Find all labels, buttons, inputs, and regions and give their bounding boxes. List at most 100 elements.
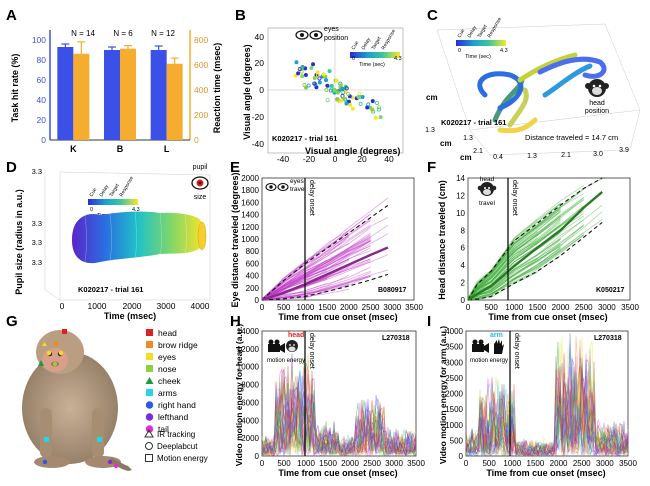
b-ytick: 40 bbox=[255, 32, 265, 42]
gaze-point bbox=[325, 83, 330, 88]
trial-trace bbox=[261, 275, 371, 301]
arm-icon bbox=[494, 339, 504, 354]
y-tick-label: 1000 bbox=[445, 421, 463, 430]
x-tick-label: 3500 bbox=[619, 459, 637, 468]
gaze-point bbox=[346, 91, 351, 96]
b-xtick: -40 bbox=[277, 154, 290, 164]
trial-trace bbox=[261, 270, 328, 299]
x-tick-label: 1000 bbox=[297, 303, 315, 312]
x-tick-label: 1500 bbox=[529, 303, 547, 312]
d-ytick: 3.3 bbox=[32, 238, 42, 247]
method-item: IR tracking bbox=[157, 430, 195, 439]
trial-trace bbox=[467, 231, 561, 300]
square-icon bbox=[146, 389, 153, 396]
square-icon bbox=[146, 341, 153, 348]
y-tick-label: 200 bbox=[246, 284, 260, 293]
y-tick-label: 14 bbox=[456, 174, 465, 183]
n-label-l: N = 12 bbox=[151, 29, 175, 38]
panel-i: I delay onset arm motion energy L270318 … bbox=[427, 313, 637, 478]
e-icon-sub: travel bbox=[290, 186, 306, 193]
y-tick-label: 800 bbox=[194, 35, 208, 45]
i-annotation: L270318 bbox=[594, 335, 622, 342]
h-xlabel: Time from cue onset (msec) bbox=[278, 468, 397, 478]
trial-trace bbox=[467, 217, 561, 301]
svg-text:0: 0 bbox=[458, 48, 461, 54]
trial-trace bbox=[467, 248, 561, 301]
trial-trace bbox=[467, 243, 561, 301]
trial-trace bbox=[467, 198, 584, 301]
gaze-point bbox=[315, 73, 320, 78]
y-tick-label: 2 bbox=[461, 279, 466, 288]
a-ylabel-right: Reaction time (msec) bbox=[212, 43, 222, 134]
c-xtick: 3.0 bbox=[593, 151, 603, 158]
gaze-point bbox=[350, 106, 355, 111]
gaze-point bbox=[312, 75, 317, 80]
gaze-point bbox=[335, 97, 340, 102]
x-tick-label: 1500 bbox=[527, 459, 545, 468]
gaze-point bbox=[377, 105, 382, 110]
i-icon-label: arm bbox=[490, 332, 503, 339]
trial-trace bbox=[467, 208, 584, 301]
x-tick-label: 1500 bbox=[319, 459, 337, 468]
gaze-point bbox=[358, 101, 363, 106]
f-vline-label: delay onset bbox=[511, 180, 518, 216]
monkey-head-icon bbox=[477, 182, 497, 196]
svg-text:Response: Response bbox=[381, 28, 398, 51]
d-ytick: 3.3 bbox=[32, 219, 42, 228]
trial-trace bbox=[261, 274, 371, 301]
trial-trace bbox=[467, 215, 561, 301]
y-tick-label: 0 bbox=[461, 296, 466, 305]
gaze-point bbox=[376, 107, 381, 112]
c-ytick: 1.3 bbox=[463, 135, 473, 142]
gaze-point bbox=[302, 83, 307, 88]
trial-trace bbox=[467, 211, 561, 299]
panel-letter: F bbox=[427, 159, 436, 176]
x-tick-label: 2000 bbox=[340, 303, 358, 312]
y-tick-label: 0 bbox=[194, 135, 199, 145]
legend-item: lefthand bbox=[158, 412, 189, 422]
y-tick-label: 6 bbox=[461, 244, 466, 253]
gaze-point bbox=[317, 80, 322, 85]
trial-trace bbox=[261, 269, 389, 301]
e-vline-label: delay onset bbox=[308, 180, 315, 216]
panel-letter: B bbox=[235, 7, 246, 24]
trial-trace bbox=[261, 276, 371, 301]
b-ytick: -20 bbox=[252, 112, 265, 122]
y-tick-label: 3000 bbox=[445, 358, 463, 367]
d-icon-label: pupil bbox=[193, 164, 208, 171]
pupil-size-icon bbox=[191, 176, 209, 190]
method-item: Motion energy bbox=[157, 454, 208, 463]
f-xlabel: Time from cue onset (msec) bbox=[488, 312, 607, 322]
legend-item: head bbox=[158, 328, 177, 338]
trial-trace bbox=[467, 215, 561, 300]
bar bbox=[150, 50, 167, 140]
x-tick-label: 2000 bbox=[341, 459, 359, 468]
head-trajectory bbox=[477, 52, 607, 134]
trial-trace bbox=[261, 250, 371, 301]
video-camera-icon bbox=[268, 339, 285, 353]
panel-letter: E bbox=[230, 159, 240, 176]
gaze-point bbox=[296, 71, 301, 76]
gaze-point bbox=[375, 100, 380, 105]
y-tick-label: 800 bbox=[246, 247, 260, 256]
b-xlabel: Visual angle (degrees) bbox=[305, 146, 400, 156]
monkey-head-icon bbox=[585, 79, 609, 97]
method-legend: IR tracking Deeplabcut Motion energy bbox=[144, 428, 208, 463]
panel-letter: G bbox=[6, 313, 18, 330]
trial-trace bbox=[467, 213, 584, 301]
y-tick-label: 600 bbox=[194, 60, 208, 70]
gaze-point bbox=[348, 102, 353, 107]
legend-item: right hand bbox=[158, 400, 196, 410]
trial-trace bbox=[261, 213, 371, 301]
gaze-point bbox=[312, 81, 317, 86]
panel-b: B eyes position 0 4.3 Time (sec) Cue Del… bbox=[235, 7, 404, 164]
trial-trace bbox=[467, 211, 561, 301]
trial-trace bbox=[261, 239, 371, 301]
svg-text:Delay: Delay bbox=[99, 183, 111, 198]
c-ytick: 2.1 bbox=[473, 148, 483, 155]
y-tick-label: 2500 bbox=[445, 374, 463, 383]
trial-trace bbox=[261, 236, 371, 301]
trial-trace bbox=[467, 220, 561, 301]
y-tick-label: 400 bbox=[246, 272, 260, 281]
